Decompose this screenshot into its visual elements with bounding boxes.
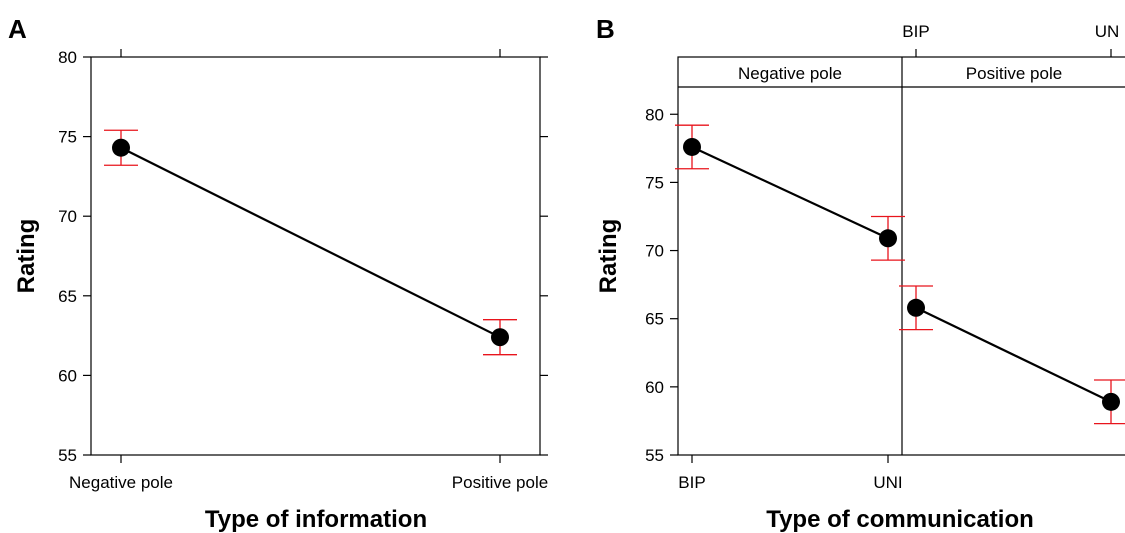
panel-a-letter: A (8, 14, 27, 44)
panel-a-x-tick-label: Positive pole (452, 473, 548, 492)
panel-b-negative-data-point (683, 137, 701, 156)
panel-a-y-tick-label: 65 (58, 287, 77, 306)
panel-b-x-axis: BIP UNI BIP UN (678, 22, 1119, 492)
panel-b-positive-data-point (907, 298, 925, 317)
panel-a-y-axis: 55 60 65 70 75 80 (58, 48, 548, 465)
panel-a-y-tick-label: 75 (58, 128, 77, 147)
panel-b-strip-label-negative: Negative pole (738, 64, 842, 83)
panel-a: A 55 60 65 70 75 80 Negative pole Positive po… (8, 14, 548, 533)
panel-a-y-tick-label: 55 (58, 446, 77, 465)
panel-a-data-point (112, 138, 130, 157)
panel-b-positive-data-point (1102, 392, 1120, 411)
panel-b-y-axis-title: Rating (595, 219, 622, 294)
panel-a-data-point (491, 328, 509, 347)
panel-b-y-tick-label: 65 (645, 310, 664, 329)
panel-a-x-axis: Negative pole Positive pole (69, 49, 548, 492)
panel-b-y-tick-label: 60 (645, 378, 664, 397)
panel-b-letter: B (596, 14, 615, 44)
panel-a-data-marks (104, 129, 517, 356)
panel-b-top-tick-label: BIP (902, 22, 929, 41)
panel-a-y-tick-label: 60 (58, 366, 77, 385)
panel-b-positive-series-line (915, 306, 1112, 403)
panel-b-x-tick-label: UNI (873, 473, 902, 492)
panel-b-negative-data-point (879, 229, 897, 248)
panel-b-top-tick-label: UN (1095, 22, 1120, 41)
panel-b-strip-label-positive: Positive pole (966, 64, 1062, 83)
panel-b-y-axis: 55 60 65 70 75 80 (645, 105, 678, 465)
panel-a-y-tick-label: 80 (58, 48, 77, 67)
panel-b: B Negative pole Positive pole 55 60 65 70 75… (595, 14, 1125, 533)
panel-a-series-line (120, 146, 501, 339)
panel-a-plot-frame (90, 56, 541, 456)
panel-a-y-axis-title: Rating (13, 219, 40, 294)
panel-b-data-marks (675, 124, 1125, 425)
panel-b-y-tick-label: 55 (645, 446, 664, 465)
panel-a-y-tick-label: 70 (58, 207, 77, 226)
panel-a-x-axis-title: Type of information (205, 506, 427, 533)
panel-b-x-axis-title: Type of communication (766, 506, 1034, 533)
panel-b-x-tick-label: BIP (678, 473, 705, 492)
panel-a-x-tick-label: Negative pole (69, 473, 173, 492)
panel-b-y-tick-label: 80 (645, 105, 664, 124)
panel-b-negative-series-line (691, 145, 889, 240)
panel-b-y-tick-label: 70 (645, 242, 664, 261)
panel-b-y-tick-label: 75 (645, 173, 664, 192)
